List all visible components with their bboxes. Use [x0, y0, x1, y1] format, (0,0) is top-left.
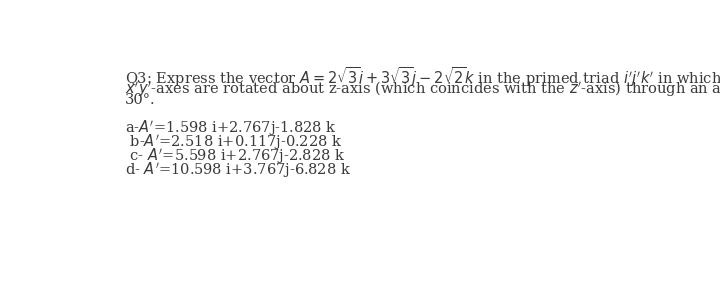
Text: c- $A'$=5.598 i+2.767j-2.828 k: c- $A'$=5.598 i+2.767j-2.828 k [125, 147, 346, 166]
Text: a-$A'$=1.598 i+2.767j-1.828 k: a-$A'$=1.598 i+2.767j-1.828 k [125, 119, 336, 138]
Text: Q3: Express the vector $A = 2\sqrt{3}i + 3\sqrt{3}j - 2\sqrt{2}k$ in the primed : Q3: Express the vector $A = 2\sqrt{3}i +… [125, 65, 720, 89]
Text: b-$A'$=2.518 i+0.117j-0.228 k: b-$A'$=2.518 i+0.117j-0.228 k [125, 133, 343, 152]
Text: $x'y'$-axes are rotated about z-axis (which coincides with the $z'$-axis) throug: $x'y'$-axes are rotated about z-axis (wh… [125, 79, 720, 99]
Text: d- $A'$=10.598 i+3.767j-6.828 k: d- $A'$=10.598 i+3.767j-6.828 k [125, 160, 351, 180]
Text: 30°.: 30°. [125, 93, 156, 107]
